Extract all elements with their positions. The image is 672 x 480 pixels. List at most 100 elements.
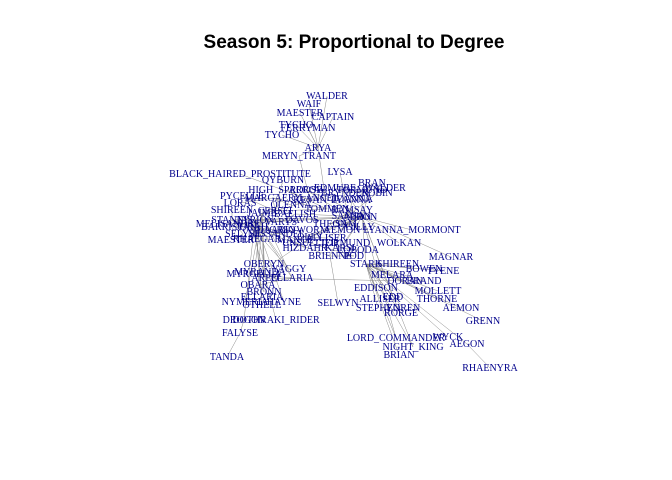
node-label-gilly: GILLY — [346, 222, 375, 233]
edge-mollett-stark — [365, 263, 439, 292]
edge-unsullied-greyworm — [298, 229, 311, 244]
node-label-meryn_trant: MERYN_TRANT — [262, 151, 336, 162]
node-label-aegon: AEGON — [450, 339, 485, 350]
node-label-dothraki_rider: DOTHRAKI_RIDER — [232, 315, 320, 326]
edge-aegon-stark — [365, 263, 468, 345]
node-label-pod: POD — [344, 251, 364, 262]
edge-ellaria-jaime — [261, 212, 293, 279]
node-label-high_sparrow: HIGH_SPARROW — [248, 185, 326, 196]
edge-night_king-stark — [365, 263, 414, 348]
edge-yaggy-jorah — [251, 226, 290, 270]
edge-davos-melisandre — [227, 219, 303, 225]
node-label-maester: MAESTER — [208, 235, 255, 246]
edge-obara-ellaria — [257, 277, 293, 286]
node-label-selwyn: SELWYN — [318, 298, 359, 309]
edge-captain-arya — [317, 116, 334, 149]
edge-karsi-jon — [339, 216, 363, 249]
edge-stark-jon — [361, 216, 367, 265]
edge-meryn_trant-kevan — [298, 155, 311, 201]
node-label-areo: AREO — [251, 273, 278, 284]
edge-falyse-drogon — [239, 319, 245, 334]
node-label-stark: STARK — [350, 259, 383, 270]
node-label-brynden: BRYNDEN — [321, 188, 369, 199]
node-label-walder2: WALDER — [364, 183, 406, 194]
edge-olenna-margaery — [272, 197, 292, 206]
node-label-waif: WAIF — [297, 99, 322, 110]
edge-robin-sansa — [347, 192, 378, 217]
node-label-loboda: LOBODA — [337, 245, 379, 256]
edge-sam-gilly — [345, 223, 361, 228]
node-label-melisandre: MELISANDRE — [196, 219, 260, 230]
node-label-magnar: MAGNAR — [429, 252, 474, 263]
edge-edmure-brynden — [334, 187, 346, 194]
edge-magnar-jon — [361, 216, 452, 258]
edge-waif-arya — [308, 103, 319, 149]
node-label-grenn: GRENN — [466, 316, 500, 327]
node-label-black_haired: BLACK_HAIRED_PROSTITUTE — [169, 169, 311, 180]
edge-layer — [226, 95, 491, 369]
node-label-greyworm: GREYWORM — [269, 225, 329, 236]
chart-title: Season 5: Proportional to Degree — [204, 32, 505, 53]
edge-cersei-varys — [274, 210, 282, 223]
node-label-shireen2: SHIREEN — [377, 259, 419, 270]
node-label-nymeria: NYMERIA — [222, 297, 269, 308]
node-label-bowen: BOWEN — [406, 264, 443, 275]
node-label-selyse: SELYSE — [225, 229, 261, 240]
edge-jaime-tyrion — [254, 212, 263, 221]
edge-lancel-cersei — [274, 197, 320, 212]
edge-myrcella-ellaria — [253, 273, 293, 279]
node-label-ramsay: RAMSAY — [331, 205, 373, 216]
edge-tyene-stark — [365, 263, 444, 272]
node-label-melara: MELARA — [371, 270, 414, 281]
edge-walder2-brynden — [344, 187, 386, 194]
edge-othell-tyrion — [254, 219, 263, 306]
node-label-mollett: MOLLETT — [415, 286, 462, 297]
edge-black_haired-kevan — [239, 173, 311, 201]
node-label-lyanna_mormont: LYANNA_MORMONT — [363, 225, 460, 236]
node-label-thorne: THORNE — [417, 294, 458, 305]
edge-loboda-karsi — [339, 247, 359, 251]
node-label-robin: ROBIN — [361, 188, 392, 199]
node-label-olly: OLLY — [297, 232, 323, 243]
edge-lord_commander-stark — [365, 263, 397, 339]
node-label-edmure: EDMURE — [314, 183, 356, 194]
node-label-wyck: WYCK — [433, 332, 464, 343]
node-label-ellaria2: ELLARIA — [241, 292, 285, 303]
node-label-varys: VARYS — [265, 217, 297, 228]
edge-lysa-sansa — [339, 171, 349, 217]
edge-brienne-stannis — [231, 219, 331, 257]
edge-margaery-cersei — [272, 197, 276, 212]
edge-yoren-stark — [365, 263, 404, 309]
edge-brand-stark — [365, 263, 425, 282]
node-label-daario: DAARIO — [257, 225, 296, 236]
edge-roose-ramsay — [305, 189, 353, 211]
edge-high_sparrow-cersei — [274, 189, 288, 212]
edge-jorah-daario — [251, 226, 277, 231]
edge-wyck-stark — [365, 263, 449, 338]
node-label-rhaenyra: RHAENYRA — [462, 363, 518, 374]
node-label-tyene: TYENE — [427, 266, 460, 277]
edge-tommen-cersei — [274, 208, 328, 212]
node-label-lyanna: LYANNA — [331, 195, 372, 206]
node-label-bronn: BRONN — [246, 287, 281, 298]
edge-brienne-sansa — [329, 215, 349, 257]
node-label-yaggy: YAGGY — [272, 264, 307, 275]
edge-rorge-stark — [365, 263, 402, 314]
edge-melisandre-stannis — [227, 219, 233, 225]
node-label-tormund2: TORMUND — [320, 238, 370, 249]
edge-ferryman-arya — [307, 127, 319, 149]
node-label-brian: BRIAN — [383, 350, 414, 361]
node-label-pycelle: PYCELLE — [220, 191, 264, 202]
node-label-davos: DAVOS — [285, 215, 318, 226]
node-label-baelish: BAELISH — [274, 209, 316, 220]
node-label-tanda: TANDA — [210, 352, 245, 363]
edge-alliser-jon — [325, 216, 363, 239]
node-label-maester_aemon_sv: MAESTER — [277, 108, 324, 119]
node-label-unsullied: UNSULLIED — [282, 238, 338, 249]
node-label-mance: MANCE — [277, 235, 313, 246]
edge-tanda-falyse — [226, 332, 241, 358]
edge-lyanna_mormont-jon — [361, 216, 413, 231]
edge-loras-margaery — [239, 197, 274, 204]
node-label-lancel: LANCEL — [299, 193, 338, 204]
